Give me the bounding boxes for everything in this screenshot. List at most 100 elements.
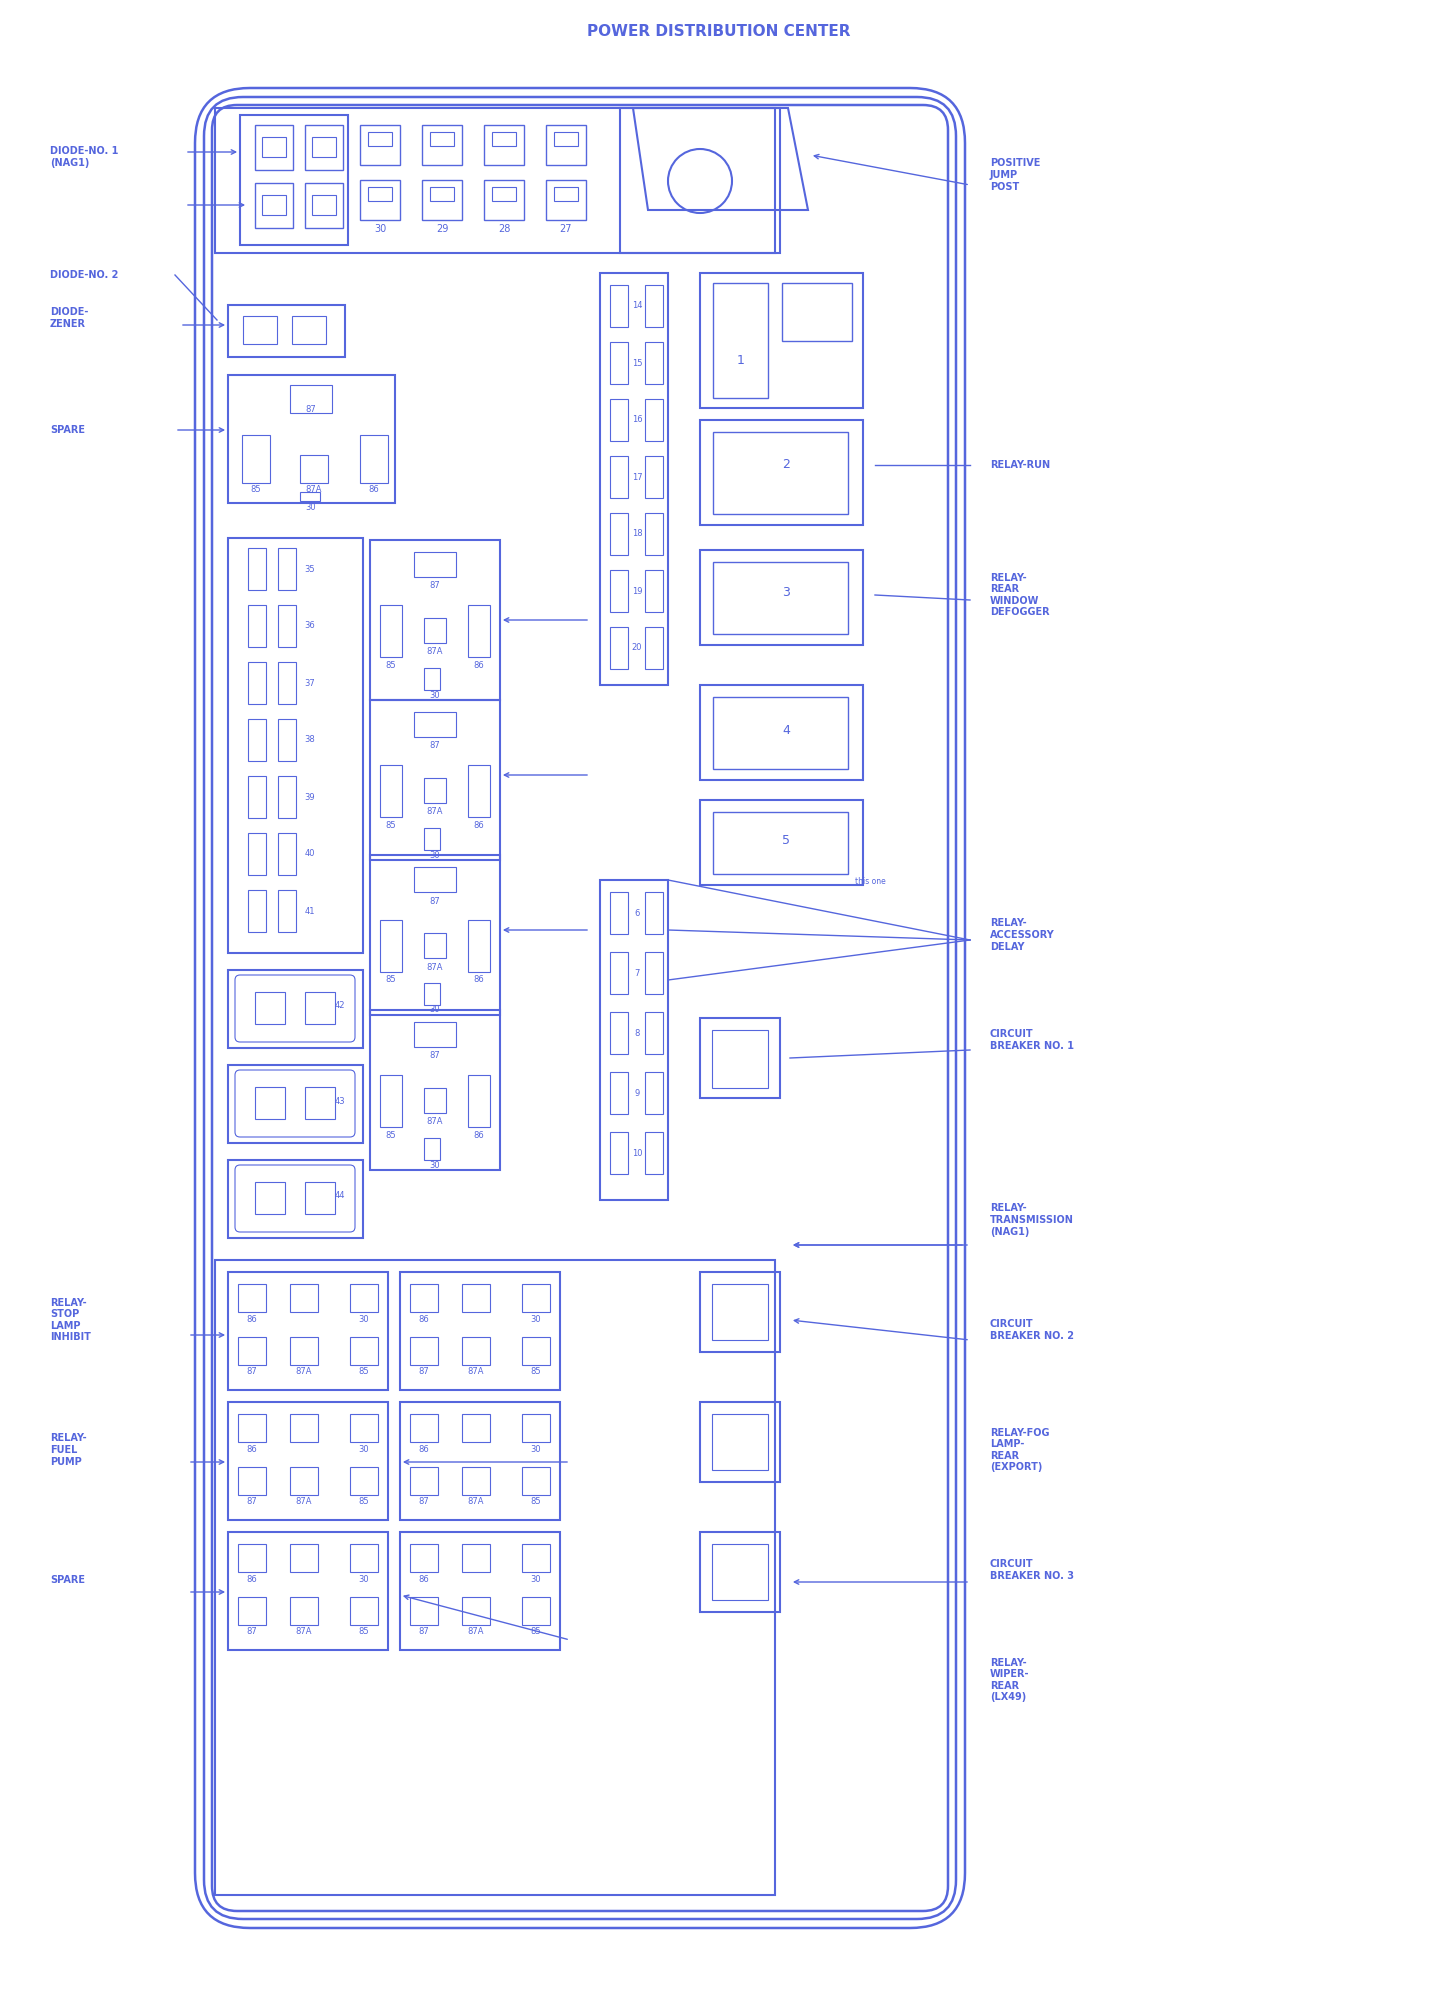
Bar: [646, 891, 663, 933]
Bar: [492, 132, 516, 146]
Bar: [255, 1183, 285, 1215]
Bar: [290, 1415, 318, 1443]
Text: 87A: 87A: [467, 1367, 485, 1377]
Text: 86: 86: [418, 1315, 430, 1323]
Text: 9: 9: [634, 1089, 640, 1097]
Bar: [239, 1285, 266, 1313]
Bar: [462, 1544, 490, 1572]
Bar: [467, 919, 490, 971]
Bar: [278, 719, 296, 761]
Bar: [292, 316, 326, 344]
Text: 87: 87: [247, 1367, 257, 1377]
Text: POWER DISTRIBUTION CENTER: POWER DISTRIBUTION CENTER: [587, 24, 851, 40]
Bar: [646, 627, 663, 669]
Text: 20: 20: [631, 643, 643, 653]
Bar: [522, 1337, 549, 1365]
Bar: [278, 889, 296, 931]
Bar: [239, 1337, 266, 1365]
Bar: [278, 605, 296, 647]
Bar: [229, 1161, 362, 1239]
Bar: [240, 116, 348, 246]
Text: 87: 87: [430, 581, 440, 591]
Bar: [700, 1403, 779, 1483]
Bar: [380, 1075, 403, 1127]
Bar: [522, 1285, 549, 1313]
Text: 16: 16: [631, 416, 643, 424]
Bar: [349, 1285, 378, 1313]
Text: 30: 30: [430, 691, 440, 699]
Text: 30: 30: [358, 1445, 370, 1453]
Text: 87A: 87A: [427, 647, 443, 657]
Bar: [216, 108, 779, 254]
Text: 30: 30: [430, 851, 440, 859]
Bar: [554, 132, 578, 146]
Bar: [380, 605, 403, 657]
Text: 39: 39: [305, 793, 315, 801]
Bar: [610, 342, 628, 384]
Bar: [462, 1337, 490, 1365]
Text: 30: 30: [531, 1445, 541, 1453]
Text: 43: 43: [335, 1097, 345, 1105]
Bar: [712, 1415, 768, 1471]
Text: 40: 40: [305, 849, 315, 859]
Bar: [700, 420, 863, 525]
Bar: [410, 1596, 439, 1624]
Text: 87: 87: [430, 1051, 440, 1061]
Text: 85: 85: [385, 1131, 397, 1139]
Bar: [424, 667, 440, 689]
Bar: [646, 286, 663, 328]
Bar: [610, 1133, 628, 1175]
Bar: [600, 274, 669, 685]
Bar: [305, 991, 335, 1025]
Bar: [239, 1415, 266, 1443]
Bar: [700, 1532, 779, 1612]
Text: 85: 85: [385, 661, 397, 669]
Text: 30: 30: [430, 1161, 440, 1169]
Text: CIRCUIT
BREAKER NO. 2: CIRCUIT BREAKER NO. 2: [989, 1319, 1074, 1341]
Bar: [410, 1285, 439, 1313]
Bar: [414, 867, 456, 891]
Text: 7: 7: [634, 969, 640, 977]
Text: 44: 44: [335, 1191, 345, 1201]
Bar: [360, 180, 400, 220]
Bar: [646, 1073, 663, 1115]
Text: 10: 10: [631, 1149, 643, 1157]
Bar: [290, 1467, 318, 1495]
Bar: [229, 376, 395, 503]
Bar: [430, 188, 454, 202]
Text: 17: 17: [631, 472, 643, 482]
Bar: [712, 1544, 768, 1600]
Text: 87: 87: [418, 1628, 430, 1636]
Bar: [421, 180, 462, 220]
Bar: [646, 513, 663, 555]
Text: 86: 86: [247, 1445, 257, 1453]
Text: POSITIVE
JUMP
POST: POSITIVE JUMP POST: [989, 158, 1040, 192]
Text: 30: 30: [430, 1005, 440, 1015]
Bar: [278, 661, 296, 703]
Bar: [782, 284, 851, 342]
Bar: [712, 1285, 768, 1341]
Text: 87: 87: [247, 1628, 257, 1636]
Bar: [312, 196, 336, 216]
Bar: [546, 180, 587, 220]
Text: RELAY-
FUEL
PUMP: RELAY- FUEL PUMP: [50, 1433, 86, 1467]
Bar: [400, 1532, 559, 1650]
Bar: [305, 1087, 335, 1119]
Bar: [467, 1075, 490, 1127]
Bar: [242, 436, 270, 484]
Bar: [646, 569, 663, 611]
Bar: [610, 1013, 628, 1055]
Bar: [229, 1403, 388, 1520]
Text: 87: 87: [247, 1497, 257, 1506]
Text: 5: 5: [782, 833, 789, 847]
Bar: [610, 891, 628, 933]
Bar: [462, 1415, 490, 1443]
Bar: [312, 138, 336, 158]
Text: 6: 6: [634, 909, 640, 917]
Text: 85: 85: [531, 1497, 541, 1506]
Bar: [305, 126, 344, 170]
Bar: [370, 699, 500, 859]
Text: 87A: 87A: [306, 486, 322, 494]
Bar: [247, 889, 266, 931]
Bar: [349, 1337, 378, 1365]
